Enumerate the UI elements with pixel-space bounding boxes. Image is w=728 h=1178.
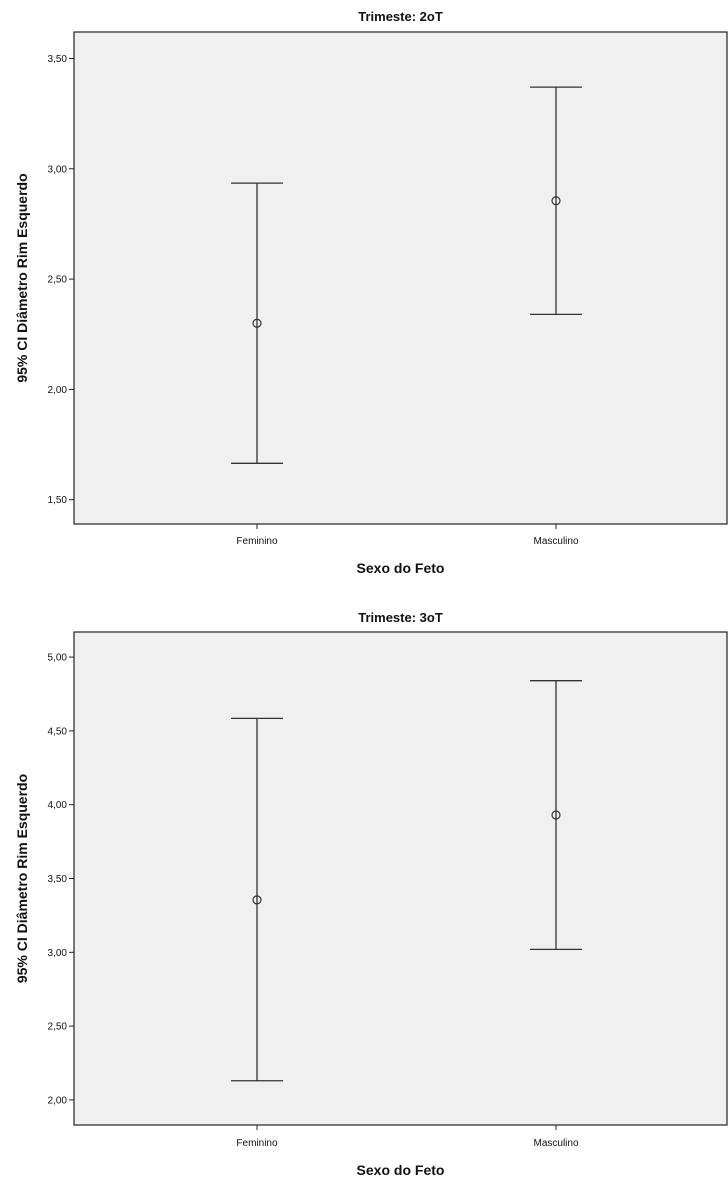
- plot-area-1: [73, 31, 728, 525]
- mean-point-feminino: [252, 318, 262, 328]
- y-tick-label: 4,50: [48, 726, 68, 737]
- y-tick-label: 2,00: [48, 1095, 68, 1106]
- x-axis-title: Sexo do Feto: [357, 560, 445, 576]
- mean-point-feminino: [252, 895, 262, 905]
- y-tick-label: 3,00: [48, 164, 68, 175]
- x-tick-label: Masculino: [533, 536, 578, 547]
- plot-area-2: [73, 631, 728, 1126]
- x-tick-label: Feminino: [236, 536, 278, 547]
- x-axis-title: Sexo do Feto: [357, 1162, 445, 1178]
- y-tick-label: 3,00: [48, 948, 68, 959]
- x-tick-label: Feminino: [236, 1138, 278, 1149]
- x-tick-label: Masculino: [533, 1138, 578, 1149]
- y-tick-label: 3,50: [48, 54, 68, 65]
- y-tick-label: 2,00: [48, 385, 68, 396]
- y-tick-label: 3,50: [48, 874, 68, 885]
- mean-point-masculino: [551, 196, 561, 206]
- y-tick-label: 2,50: [48, 1022, 68, 1033]
- y-tick-label: 1,50: [48, 495, 68, 506]
- panel-title-1: Trimeste: 2oT: [358, 9, 443, 24]
- y-axis-title: 95% CI Diâmetro Rim Esquerdo: [14, 774, 30, 983]
- y-tick-label: 2,50: [48, 275, 68, 286]
- y-tick-label: 4,00: [48, 800, 68, 811]
- panel-title-2: Trimeste: 3oT: [358, 610, 443, 625]
- mean-point-masculino: [551, 810, 561, 820]
- y-axis-title: 95% CI Diâmetro Rim Esquerdo: [14, 173, 30, 382]
- y-tick-label: 5,00: [48, 653, 68, 664]
